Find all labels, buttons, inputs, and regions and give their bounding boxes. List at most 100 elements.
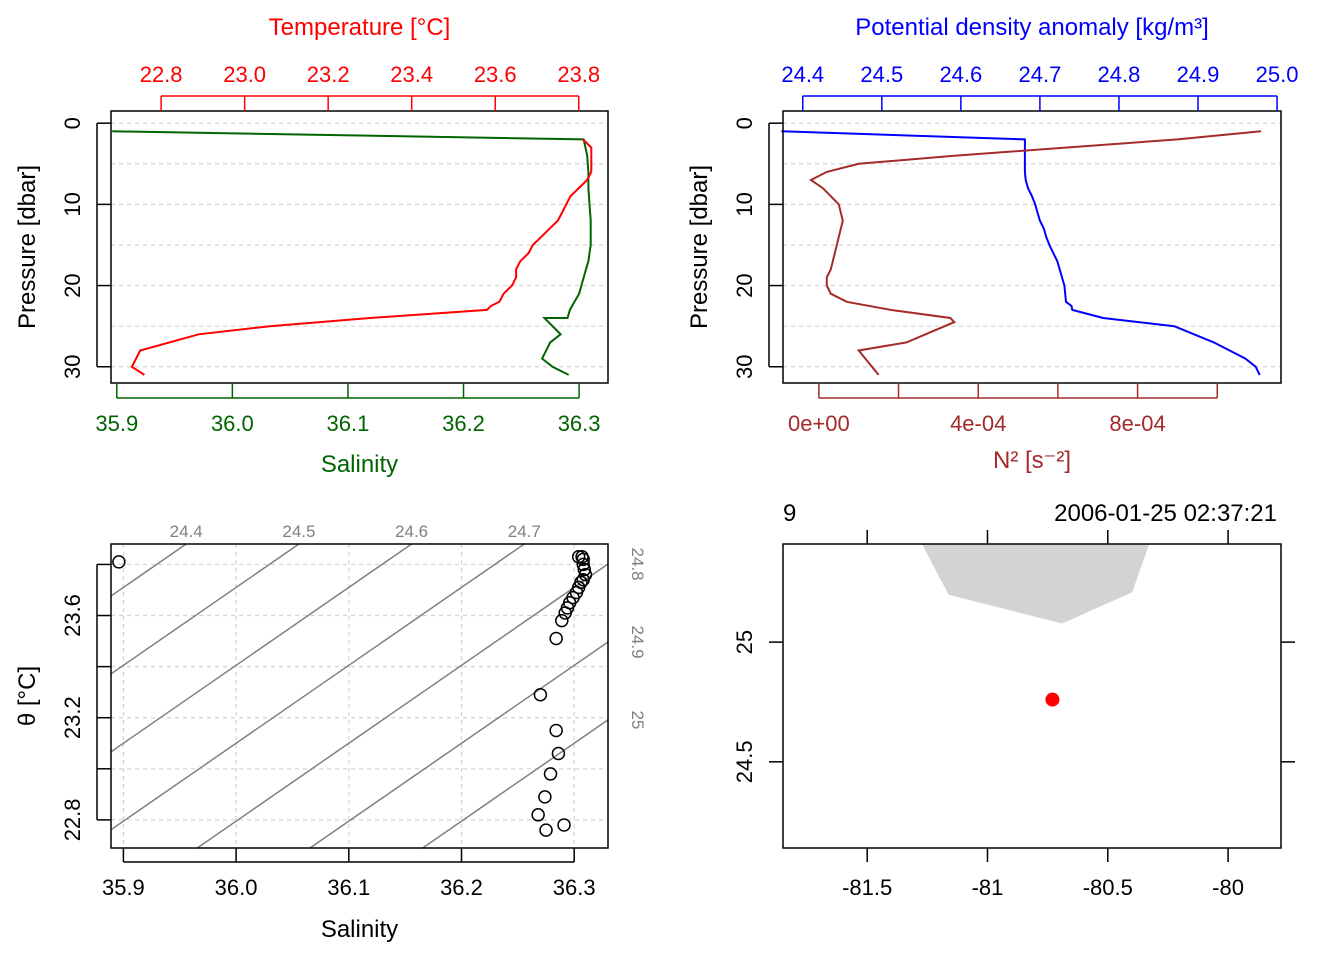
plot-frame — [110, 543, 609, 849]
y-axis-title: Pressure [dbar] — [686, 165, 713, 329]
ts-point — [576, 573, 590, 587]
top-axis-title: Temperature [°C] — [269, 14, 451, 41]
temperature-line — [130, 138, 593, 376]
y-tick-label: 10 — [732, 192, 757, 216]
isopycnal-label: 24.6 — [395, 522, 428, 541]
ts-point — [576, 557, 590, 572]
panel-station-map: -81.5 -81 -80.5 -80 25 24.5 9 2006-01-25 02:3… — [732, 500, 1295, 900]
y-tick-label: 24.5 — [732, 740, 757, 783]
isopycnal-label: 24.8 — [628, 548, 647, 581]
x-tick-label: 36.2 — [440, 875, 483, 900]
top-tick-label: 22.8 — [140, 62, 183, 87]
ts-point — [539, 823, 553, 837]
x-tick-label: -81.5 — [842, 875, 892, 900]
n2-line — [808, 130, 1262, 376]
x-tick-label: -81 — [972, 875, 1004, 900]
ts-point — [549, 631, 563, 646]
axes: 35.9 36.0 36.1 36.2 36.3 22.8 23.2 23.6 — [60, 563, 596, 900]
panel-density-n2: 24.4 24.5 24.6 24.7 24.8 24.9 25.0 0e+00 4e-04 8e… — [686, 14, 1298, 474]
bottom-tick-label: 36.0 — [211, 411, 254, 436]
top-tick-label: 24.4 — [781, 62, 824, 87]
top-tick-label: 24.8 — [1098, 62, 1141, 87]
panel-ts-diagram: 24.4 24.5 24.6 24.724.824.925 35.9 36.0 36.1 3… — [14, 522, 647, 943]
bottom-tick-label: 4e-04 — [950, 411, 1006, 436]
isopycnal-line — [110, 543, 187, 597]
top-tick-label: 23.0 — [223, 62, 266, 87]
bottom-tick-label: 36.2 — [442, 411, 485, 436]
y-tick-label: 20 — [732, 273, 757, 297]
isopycnal-line — [110, 543, 413, 753]
isopycnal-label: 24.5 — [282, 522, 315, 541]
profile-lines — [112, 130, 593, 376]
station-marker — [1045, 692, 1060, 707]
y-tick-label: 0 — [732, 117, 757, 129]
isopycnal-line — [196, 563, 609, 849]
top-tick-label: 24.5 — [860, 62, 903, 87]
top-tick-label: 24.7 — [1018, 62, 1061, 87]
isopycnal-label: 24.9 — [628, 625, 647, 658]
top-tick-label: 24.6 — [939, 62, 982, 87]
ts-point — [538, 790, 552, 804]
x-tick-label: 36.0 — [215, 875, 258, 900]
ts-point — [557, 818, 571, 832]
top-axis-title: Potential density anomaly [kg/m³] — [855, 14, 1209, 41]
datetime-label: 2006-01-25 02:37:21 — [1054, 500, 1277, 527]
x-tick-label: -80.5 — [1083, 875, 1133, 900]
ts-point — [576, 552, 590, 567]
top-tick-label: 23.8 — [557, 62, 600, 87]
map-frame — [782, 543, 1282, 849]
y-axis-title: Pressure [dbar] — [14, 165, 41, 329]
plot-frame — [110, 110, 609, 384]
bottom-axis-title: Salinity — [321, 451, 398, 478]
density-line — [781, 130, 1261, 376]
y-tick-label: 25 — [732, 630, 757, 654]
top-tick-label: 23.4 — [390, 62, 433, 87]
bottom-tick-label: 36.3 — [558, 411, 601, 436]
y-tick-label: 23.6 — [60, 594, 85, 637]
y-tick-label: 23.2 — [60, 696, 85, 739]
salinity-line — [112, 130, 592, 376]
grid — [111, 122, 608, 368]
ts-point — [555, 613, 569, 628]
x-tick-label: 36.1 — [327, 875, 370, 900]
y-tick-label: 0 — [60, 117, 85, 129]
grid — [111, 544, 608, 848]
map-content — [921, 543, 1150, 707]
ts-point — [533, 687, 548, 702]
station-label: 9 — [783, 500, 796, 527]
isopycnal-label: 25 — [628, 710, 647, 729]
x-tick-label: 35.9 — [102, 875, 145, 900]
isopycnal-line — [422, 719, 609, 849]
ts-point — [551, 746, 566, 761]
profile-lines — [781, 130, 1262, 376]
bottom-tick-label: 0e+00 — [788, 411, 850, 436]
axes: 24.4 24.5 24.6 24.7 24.8 24.9 25.0 0e+00 4e-04 8e… — [732, 62, 1298, 436]
plot-frame — [782, 110, 1282, 384]
top-tick-label: 23.6 — [474, 62, 517, 87]
axes: 22.8 23.0 23.2 23.4 23.6 23.8 35.9 36.0 36.1 36.2… — [60, 62, 601, 436]
y-tick-label: 20 — [60, 273, 85, 297]
x-tick-label: 36.3 — [553, 875, 596, 900]
ts-point — [543, 767, 558, 781]
y-axis-title: θ [°C] — [14, 666, 41, 726]
ts-point — [112, 555, 126, 569]
bottom-tick-label: 36.1 — [327, 411, 370, 436]
ts-points — [112, 550, 593, 837]
isopycnal-lines: 24.4 24.5 24.6 24.7 24.8 24.9 25 — [110, 522, 647, 849]
bottom-tick-label: 35.9 — [95, 411, 138, 436]
y-tick-label: 10 — [60, 192, 85, 216]
grid — [783, 122, 1281, 368]
bottom-tick-label: 8e-04 — [1109, 411, 1165, 436]
ts-point — [531, 808, 545, 822]
y-tick-label: 30 — [732, 355, 757, 379]
axes: -81.5 -81 -80.5 -80 25 24.5 — [732, 530, 1295, 900]
isopycnal-line — [110, 543, 300, 675]
ts-point — [549, 723, 563, 738]
bottom-axis-title: N² [s⁻²] — [993, 447, 1071, 474]
panel-temperature-salinity: 22.8 23.0 23.2 23.4 23.6 23.8 35.9 36.0 36.1 36.2… — [14, 14, 609, 478]
top-tick-label: 24.9 — [1177, 62, 1220, 87]
land-polygon — [921, 543, 1150, 624]
y-tick-label: 30 — [60, 355, 85, 379]
y-tick-label: 22.8 — [60, 798, 85, 841]
